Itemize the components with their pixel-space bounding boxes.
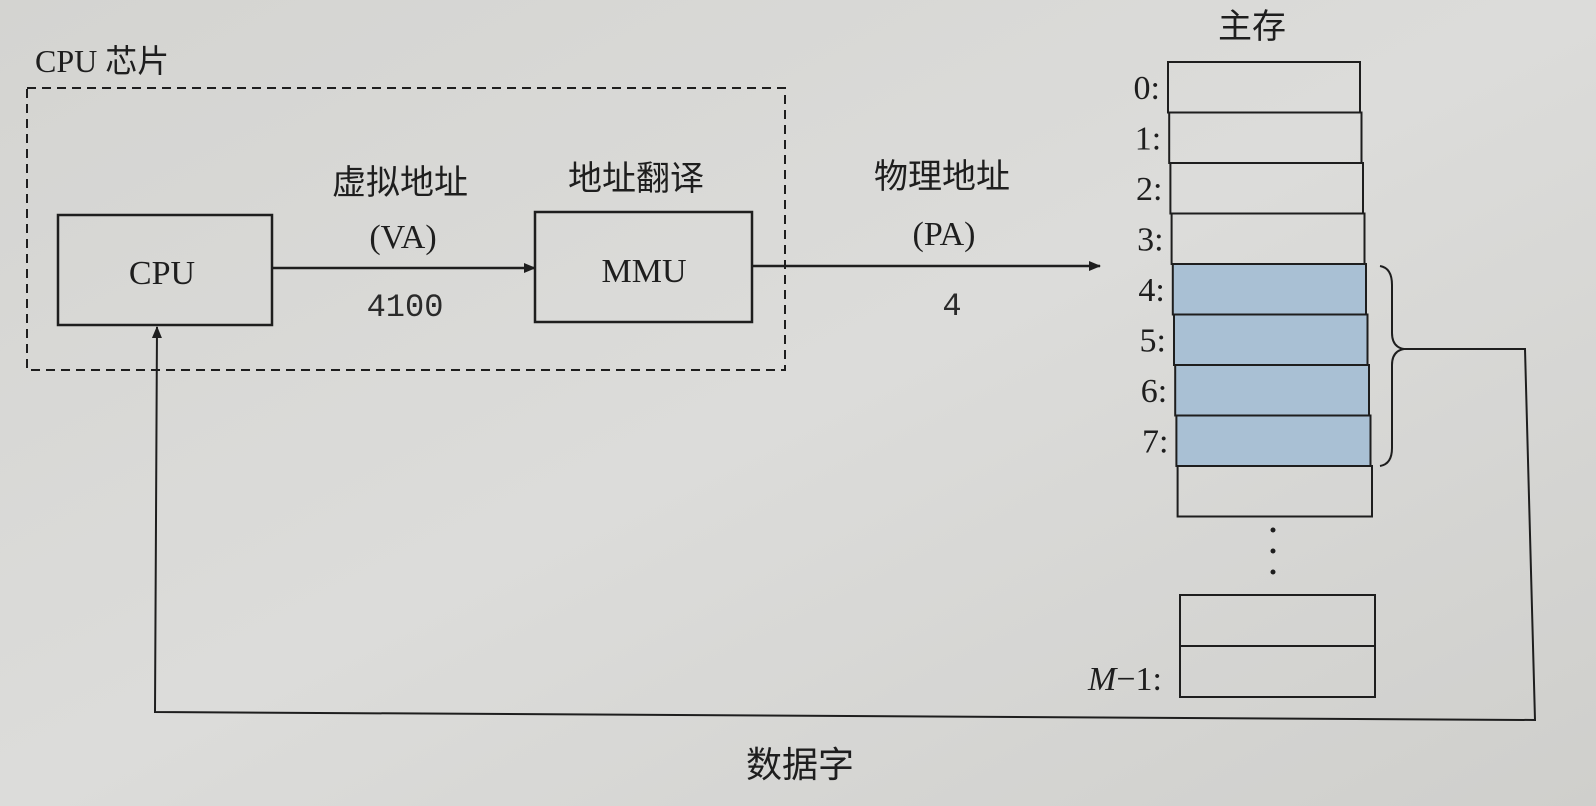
memory-cell (1176, 465, 1373, 518)
memory-row-label: 1: (1135, 121, 1161, 158)
physical-address-value: 4 (942, 288, 961, 325)
virtual-address-abbr: (VA) (369, 219, 436, 256)
cpu-label: CPU (129, 255, 195, 292)
data-word-label: 数据字 (746, 745, 854, 785)
memory-row-label: 2: (1136, 171, 1162, 208)
memory-row-label: 3: (1137, 222, 1163, 259)
mmu-label: MMU (601, 253, 686, 290)
virtual-address-value: 4100 (367, 289, 444, 326)
physical-address-title: 物理地址 (874, 158, 1010, 196)
memory-cells: 0: 1: 2: 3: 4: 5: 6: 7: (1134, 61, 1373, 518)
memory-row-label-last: M−1: (1087, 661, 1162, 698)
physical-address-abbr: (PA) (913, 216, 976, 253)
memory-cell-highlighted (1173, 313, 1369, 366)
memory-row-label: 7: (1142, 424, 1168, 461)
virtual-address-title: 虚拟地址 (332, 164, 468, 202)
memory-row-label: 0: (1134, 70, 1160, 107)
memory-cell-highlighted (1174, 364, 1370, 417)
memory-cell-last (1179, 645, 1376, 698)
ellipsis-dots (1270, 527, 1276, 575)
memory-cell-highlighted (1171, 263, 1368, 316)
memory-row-label: 6: (1141, 373, 1167, 410)
cpu-chip-label: CPU 芯片 (35, 43, 169, 79)
memory-row-label: 5: (1140, 323, 1166, 360)
mmu-title: 地址翻译 (568, 160, 704, 198)
main-memory-title: 主存 (1218, 8, 1286, 46)
cpu-chip-boundary (26, 87, 786, 371)
data-word-return-arrow (151, 326, 1537, 722)
memory-row-label: 4: (1138, 272, 1164, 309)
cpu-box (56, 213, 274, 327)
memory-cell-highlighted (1175, 414, 1372, 467)
